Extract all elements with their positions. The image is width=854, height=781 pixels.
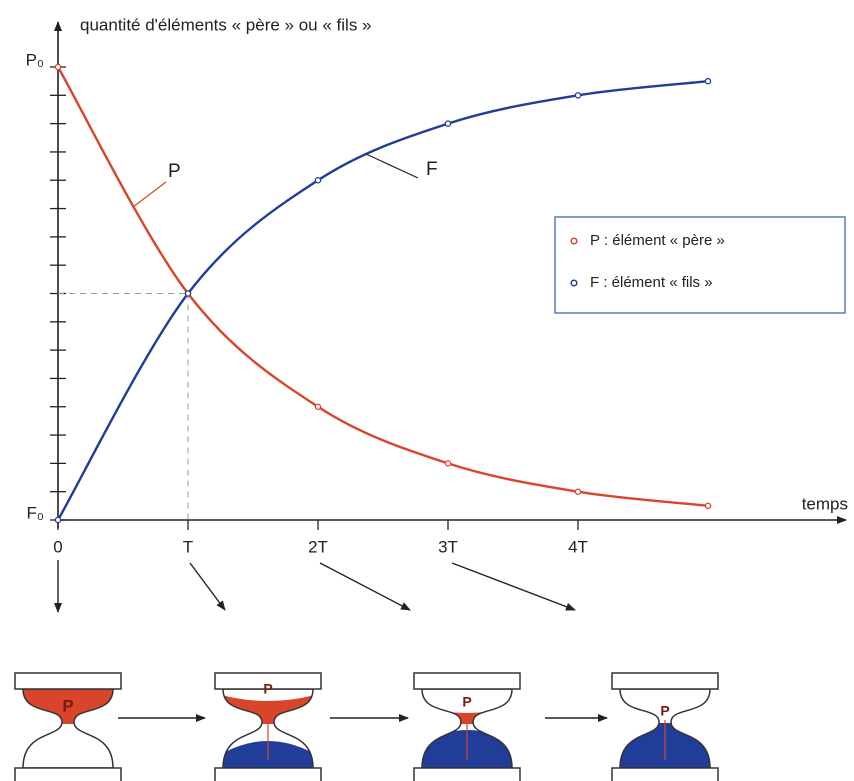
point [444,120,452,127]
plate [214,672,322,690]
point [574,92,582,99]
hourglass-label: P [62,696,73,715]
y-axis-label: quantité d'éléments « père » ou « fils » [80,15,372,34]
hourglass-label: P [462,694,471,710]
x-tick-label: 0 [53,537,62,556]
x-tick-label: 4T [568,537,588,556]
legend-marker [570,279,578,287]
plate [413,767,521,781]
point [704,77,712,85]
point [704,502,712,510]
y-tick-label: P₀ [26,50,44,69]
legend-label: F : élément « fils » [590,274,713,291]
point [444,460,452,467]
hourglass: P [14,672,122,781]
legend-label: P : élément « père » [590,232,725,249]
point [54,63,62,71]
leader [132,181,167,208]
x-tick-label: T [183,537,193,556]
x-tick-label: 2T [308,537,328,556]
legend-box [554,216,846,314]
point [54,516,62,524]
hourglass-label: P [263,681,272,697]
point [314,403,322,410]
plate [611,767,719,781]
hourglass: P [214,672,322,781]
y-tick-label: F₀ [27,503,44,522]
hourglass: P [611,672,719,781]
arrows [54,560,608,722]
legend-marker [570,237,578,245]
hourglass-label: P [660,703,669,719]
hourglass: P [413,672,521,781]
plate [14,672,122,690]
x-tick-label: 3T [438,537,458,556]
series-label: P [168,161,181,182]
plate [214,767,322,781]
point [184,290,192,297]
plate [14,767,122,781]
plate [611,672,719,690]
series-label: F [426,159,438,180]
leader [365,153,419,179]
x-axis-label: temps [802,494,848,513]
point [314,176,322,184]
point [574,488,582,495]
plate [413,672,521,690]
